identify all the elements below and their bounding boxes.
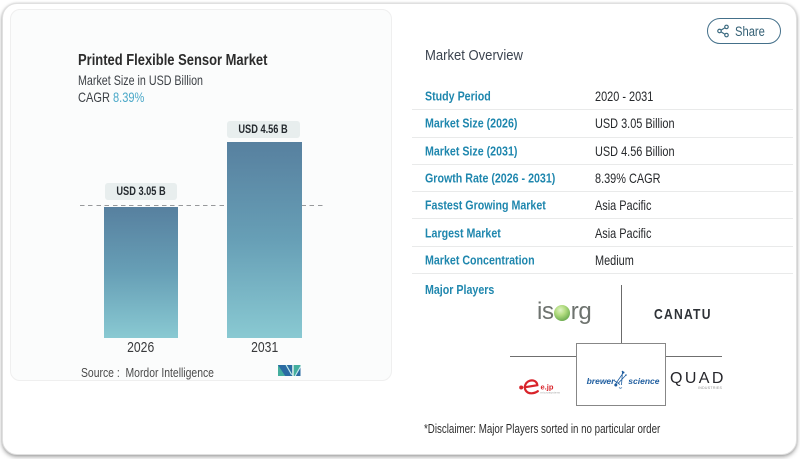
- svg-text:brewer: brewer: [587, 376, 616, 386]
- svg-text:microsystems: microsystems: [541, 391, 561, 395]
- svg-text:e.jp: e.jp: [541, 382, 554, 391]
- svg-text:science: science: [628, 376, 659, 386]
